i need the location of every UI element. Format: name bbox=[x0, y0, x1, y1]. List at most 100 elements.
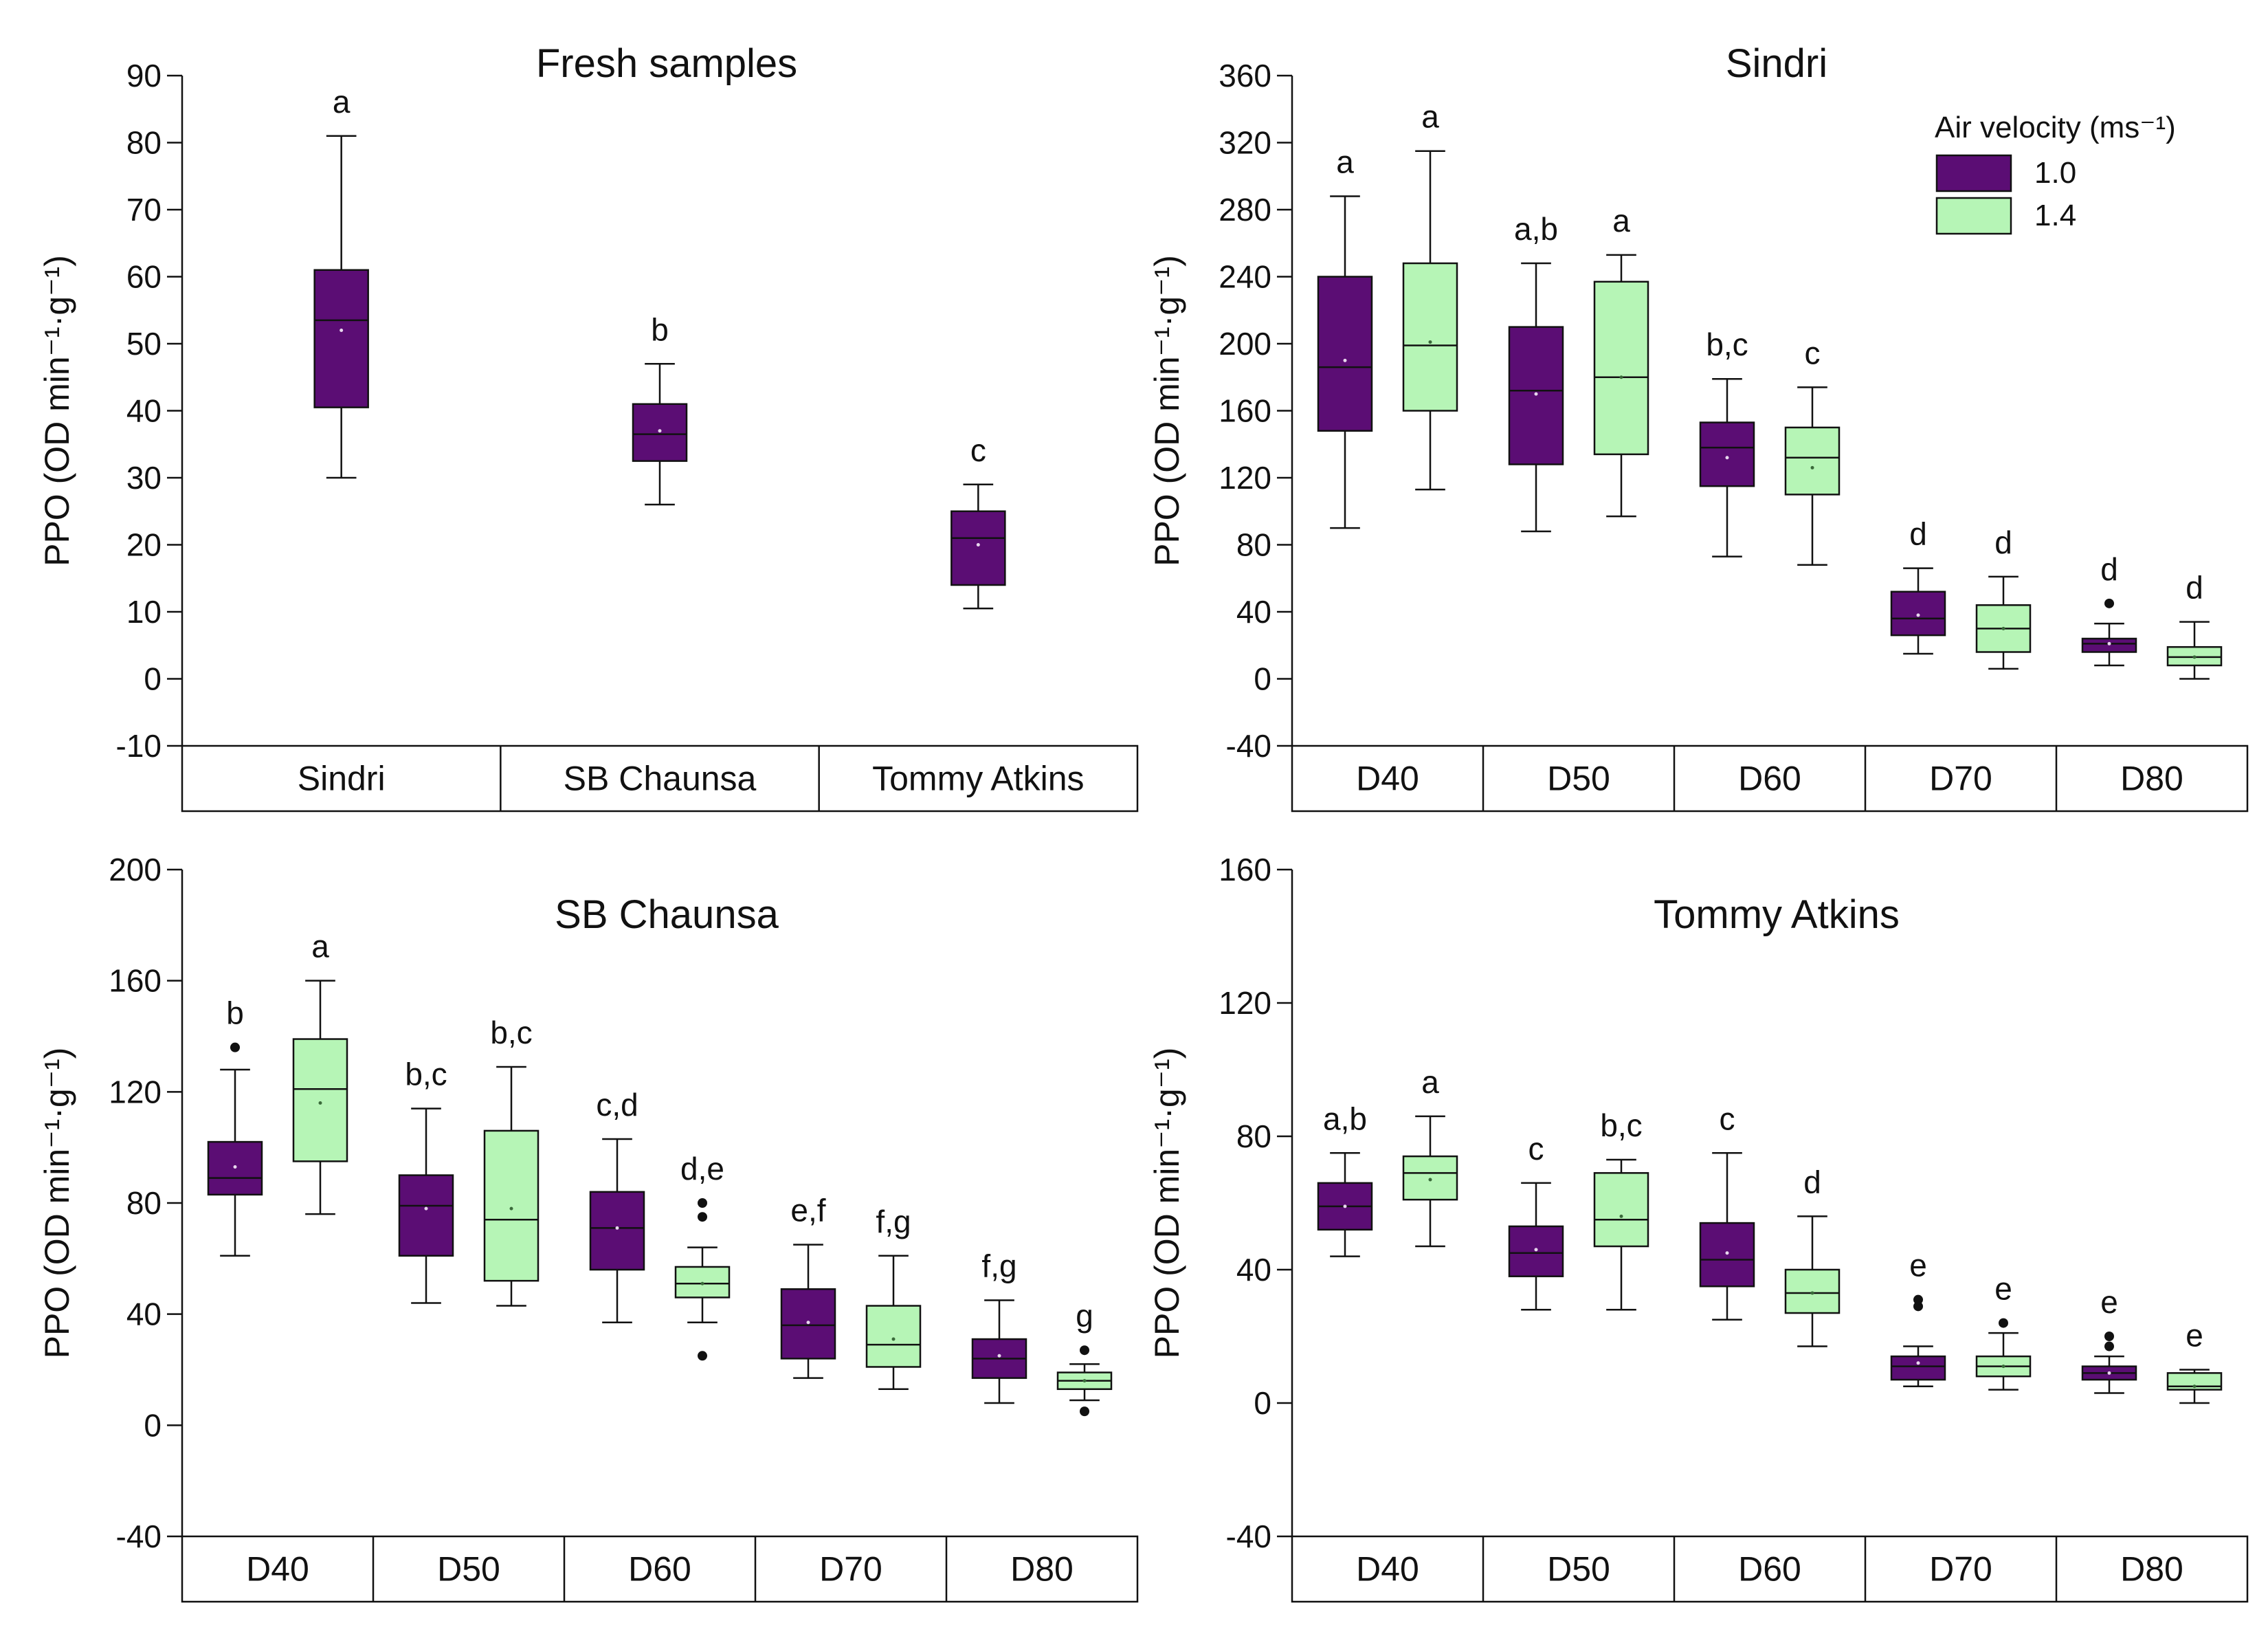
y-tick-label: 40 bbox=[126, 1296, 162, 1332]
y-tick-label: 0 bbox=[1254, 1385, 1271, 1421]
mean-point bbox=[424, 1206, 428, 1211]
box-v14-1: b,c bbox=[1593, 1107, 1649, 1311]
mean-point bbox=[2107, 641, 2111, 645]
mean-point bbox=[2192, 1384, 2197, 1389]
box-v14-2: c bbox=[1784, 335, 1841, 566]
panels: -10 0 10 20 30 40 50 60 70 80 90 PPO (OD min⁻¹·g⁻¹)… bbox=[38, 41, 2249, 1603]
significance-letter: a bbox=[333, 84, 351, 120]
mean-point bbox=[997, 1354, 1001, 1358]
box-v10-4: e bbox=[2081, 1284, 2137, 1394]
box-iqr bbox=[1593, 280, 1649, 456]
x-category-label: D70 bbox=[1929, 760, 1992, 798]
significance-letter: c,d bbox=[596, 1087, 638, 1123]
mean-point bbox=[700, 1281, 704, 1285]
x-category-label: D50 bbox=[437, 1550, 500, 1589]
mean-point bbox=[1343, 1204, 1347, 1208]
y-tick-label: -10 bbox=[116, 728, 162, 764]
mean-point bbox=[340, 329, 344, 332]
y-tick-label: 280 bbox=[1219, 192, 1271, 228]
outlier-point bbox=[230, 1042, 240, 1052]
outlier-point bbox=[2104, 598, 2114, 608]
box-iqr bbox=[1699, 421, 1755, 487]
box-v10-4: d bbox=[2081, 551, 2137, 667]
box-v14-4: g bbox=[1056, 1298, 1113, 1417]
y-tick-label: 80 bbox=[126, 125, 162, 161]
box-v10-0: b bbox=[207, 995, 263, 1257]
x-category-label: D60 bbox=[628, 1550, 691, 1589]
significance-letter: e bbox=[1909, 1248, 1927, 1283]
x-category-label: D70 bbox=[1929, 1550, 1992, 1589]
x-category-label: D40 bbox=[1356, 760, 1419, 798]
x-category-label: Tommy Atkins bbox=[872, 760, 1084, 798]
mean-point bbox=[1725, 456, 1729, 460]
box-v10-0: a bbox=[1317, 144, 1373, 529]
x-category-label: Sindri bbox=[298, 760, 386, 798]
outlier-point bbox=[1999, 1318, 2008, 1328]
mean-point bbox=[509, 1206, 513, 1211]
y-tick-label: 80 bbox=[126, 1185, 162, 1221]
x-category-label: D70 bbox=[819, 1550, 882, 1589]
x-category-label: D80 bbox=[1010, 1550, 1074, 1589]
significance-letter: g bbox=[1076, 1298, 1093, 1334]
mean-point bbox=[1619, 1214, 1623, 1218]
chart-panel-3: -40 0 40 80 120 160 200 PPO (OD min⁻¹·g⁻¹) D40 D5… bbox=[38, 852, 1139, 1603]
significance-letter: d bbox=[1994, 525, 2012, 560]
mean-point bbox=[2001, 1365, 2005, 1369]
box-v14-0: a bbox=[1402, 1064, 1458, 1248]
mean-point bbox=[1343, 358, 1347, 362]
chart-title: Sindri bbox=[1726, 41, 1827, 86]
box-v14-3: e bbox=[1975, 1271, 2032, 1391]
y-tick-label: 120 bbox=[109, 1074, 162, 1109]
y-tick-label: 120 bbox=[1219, 985, 1271, 1021]
box-v10-0: a bbox=[313, 84, 369, 479]
y-tick-label: -40 bbox=[116, 1519, 162, 1554]
mean-point bbox=[1810, 465, 1814, 470]
y-tick-label: 70 bbox=[126, 192, 162, 228]
box-iqr bbox=[483, 1129, 540, 1282]
mean-point bbox=[318, 1101, 322, 1105]
outlier-point bbox=[698, 1198, 707, 1208]
significance-letter: e bbox=[1994, 1271, 2012, 1307]
significance-letter: c bbox=[1528, 1131, 1544, 1167]
significance-letter: a bbox=[1421, 99, 1439, 135]
x-category-label: SB Chaunsa bbox=[564, 760, 757, 798]
box-v10-4: f,g bbox=[971, 1248, 1027, 1404]
significance-letter: a,b bbox=[1323, 1101, 1367, 1136]
x-category-label: D50 bbox=[1547, 1550, 1610, 1589]
y-tick-label: -40 bbox=[1226, 728, 1271, 764]
box-v14-4: d bbox=[2166, 570, 2223, 680]
mean-point bbox=[1428, 340, 1432, 344]
outlier-point bbox=[2104, 1341, 2114, 1351]
chart-title: SB Chaunsa bbox=[555, 892, 779, 937]
mean-point bbox=[1916, 613, 1920, 617]
box-v14-4: e bbox=[2166, 1318, 2223, 1404]
box-iqr bbox=[1784, 426, 1841, 496]
outlier-point bbox=[1080, 1406, 1089, 1417]
mean-point bbox=[1916, 1361, 1920, 1365]
y-tick-label: 0 bbox=[1254, 661, 1271, 697]
significance-letter: c bbox=[970, 432, 986, 468]
x-category-label: D40 bbox=[1356, 1550, 1419, 1589]
significance-letter: f,g bbox=[981, 1248, 1016, 1283]
box-iqr bbox=[1593, 1172, 1649, 1248]
significance-letter: e bbox=[2100, 1284, 2118, 1320]
mean-point bbox=[2001, 626, 2005, 630]
chart-title: Tommy Atkins bbox=[1654, 892, 1900, 937]
significance-letter: b,c bbox=[1706, 327, 1748, 362]
box-iqr bbox=[865, 1305, 922, 1368]
y-tick-label: -40 bbox=[1226, 1519, 1271, 1554]
mean-point bbox=[658, 429, 662, 433]
y-tick-label: 160 bbox=[1219, 393, 1271, 429]
mean-point bbox=[2107, 1371, 2111, 1375]
x-category-label: D60 bbox=[1738, 1550, 1801, 1589]
outlier-point bbox=[1080, 1345, 1089, 1356]
outlier-point bbox=[698, 1212, 707, 1222]
box-v14-0: a bbox=[292, 929, 348, 1215]
chart-panel-1: -10 0 10 20 30 40 50 60 70 80 90 PPO (OD min⁻¹·g⁻¹)… bbox=[38, 41, 1139, 813]
significance-letter: b,c bbox=[490, 1015, 532, 1050]
x-category-label: D80 bbox=[2120, 1550, 2183, 1589]
box-v10-1: c bbox=[1508, 1131, 1564, 1311]
category-band bbox=[1291, 1535, 2249, 1603]
box-v10-3: e,f bbox=[780, 1193, 836, 1379]
